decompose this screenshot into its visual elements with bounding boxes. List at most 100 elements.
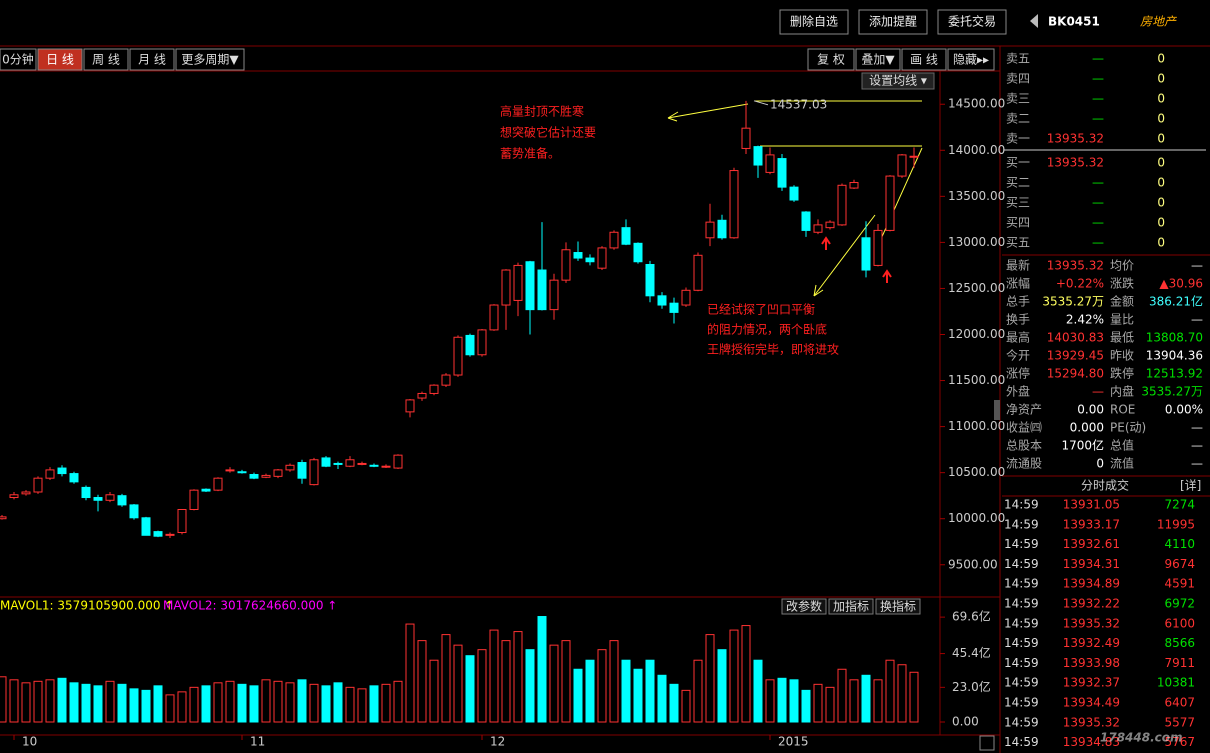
volume-bar — [213, 682, 223, 723]
ma-setting-label[interactable]: 设置均线 ▾ — [869, 74, 927, 88]
trade-time: 14:59 — [1004, 557, 1039, 571]
y-tick-label: 69.6亿 — [952, 609, 991, 624]
period-tab-label[interactable]: 日 线 — [46, 53, 74, 67]
indicator-button-label[interactable]: 换指标 — [880, 599, 916, 614]
trade-volume: 9674 — [1164, 557, 1195, 571]
candle-body — [765, 154, 775, 173]
signal-arrow — [821, 236, 831, 250]
volume-bar — [489, 629, 499, 723]
toolbar-button[interactable] — [937, 9, 1007, 35]
candle-body — [189, 489, 199, 511]
candle-body — [453, 336, 463, 376]
candle-body — [117, 495, 127, 506]
panel-toggle[interactable] — [994, 400, 1000, 420]
x-tick-label: 10 — [22, 735, 37, 749]
volume-bar — [861, 674, 871, 723]
book-volume: 0 — [1157, 112, 1165, 126]
candle-body — [597, 247, 607, 269]
candle-body — [753, 146, 763, 166]
toolbar-button-label[interactable]: 委托交易 — [948, 14, 996, 29]
quote-value: 3535.27万 — [1042, 295, 1104, 309]
toolbar-button-label[interactable]: 添加提醒 — [869, 14, 917, 29]
quote-label: 量比 — [1110, 313, 1134, 327]
period-tab-label[interactable]: 更多周期▼ — [181, 53, 239, 67]
book-label: 买二 — [1006, 176, 1030, 190]
ma-setting[interactable] — [861, 72, 935, 90]
indicator-button-label[interactable]: 加指标 — [833, 599, 869, 614]
candle-body — [153, 531, 163, 537]
volume-bar — [849, 679, 859, 723]
quote-value: — — [1191, 313, 1203, 327]
y-tick-label: 12500.00 — [948, 281, 1005, 295]
quote-value: +0.22% — [1056, 277, 1104, 291]
chart-tool-label[interactable]: 隐藏▸▸ — [953, 53, 989, 67]
trades-detail[interactable]: [详] — [1180, 478, 1201, 493]
volume-bar — [441, 634, 451, 723]
quote-label: 今开 — [1006, 348, 1030, 363]
volume-bar — [597, 649, 607, 723]
candle-body — [345, 459, 355, 467]
quote-label: 总手 — [1006, 295, 1030, 309]
quote-value: 14030.83 — [1047, 331, 1104, 345]
period-tab[interactable] — [175, 48, 245, 71]
chart-tool[interactable] — [901, 48, 947, 71]
quote-label: 换手 — [1006, 313, 1030, 327]
volume-bar — [453, 644, 463, 723]
annotation: 王牌授衔完毕，即将进攻 — [707, 342, 839, 357]
trade-price: 13932.61 — [1063, 537, 1120, 551]
quote-value: — — [1191, 439, 1203, 453]
indicator-button-label[interactable]: 改参数 — [786, 599, 822, 614]
period-tab-label[interactable]: 周 线 — [92, 53, 120, 67]
trade-volume: 7911 — [1164, 656, 1195, 670]
volume-bar — [789, 679, 799, 723]
period-tab[interactable] — [37, 48, 83, 71]
book-price: 13935.32 — [1047, 156, 1104, 170]
back-arrow[interactable] — [1030, 14, 1038, 28]
watermark: 178448.com — [1100, 731, 1183, 745]
chart-tool[interactable] — [855, 48, 901, 71]
quote-value: 13935.32 — [1047, 259, 1104, 273]
quote-label: 金额 — [1110, 294, 1134, 309]
volume-bar — [201, 685, 211, 723]
indicator-button[interactable] — [828, 598, 874, 615]
trade-price: 13934.83 — [1063, 735, 1120, 749]
candle-body — [633, 242, 643, 263]
quote-value: 3535.27万 — [1141, 385, 1203, 399]
candle-body — [681, 289, 691, 306]
chart-tool[interactable] — [807, 48, 855, 71]
volume-bar — [813, 683, 823, 723]
chart-tool-label[interactable]: 画 线 — [910, 53, 938, 67]
volume-bar — [117, 683, 127, 723]
toolbar-button-label[interactable]: 删除自选 — [790, 14, 838, 29]
candle-body — [21, 491, 31, 495]
period-tab[interactable] — [129, 48, 175, 71]
period-tab[interactable] — [83, 48, 129, 71]
indicator-button[interactable] — [781, 598, 827, 615]
quote-label: PE(动) — [1110, 421, 1146, 435]
volume-bar — [537, 616, 547, 723]
candle-body — [441, 374, 451, 386]
indicator-button[interactable] — [875, 598, 921, 615]
chart-tool-label[interactable]: 叠加▼ — [861, 53, 895, 67]
y-tick-label: 13500.00 — [948, 189, 1005, 203]
candle-body — [0, 516, 7, 520]
quote-value: 0.00% — [1165, 403, 1203, 417]
volume-bar — [633, 668, 643, 723]
candle-body — [9, 494, 19, 499]
y-tick-label: 12000.00 — [948, 327, 1005, 341]
candle-body — [261, 474, 271, 478]
book-price: — — [1092, 236, 1104, 250]
scroll-button[interactable] — [979, 735, 995, 751]
period-tab[interactable] — [0, 48, 37, 71]
volume-bar — [585, 659, 595, 723]
candle-body — [729, 170, 739, 239]
chart-tool-label[interactable]: 复 权 — [817, 53, 845, 67]
period-tab-label[interactable]: 0分钟 — [2, 52, 34, 67]
period-tab-label[interactable]: 月 线 — [138, 53, 166, 67]
book-price: — — [1092, 176, 1104, 190]
toolbar-button[interactable] — [858, 9, 928, 35]
trade-price: 13933.17 — [1063, 517, 1120, 531]
candle-body — [513, 264, 523, 301]
toolbar-button[interactable] — [779, 9, 849, 35]
chart-tool[interactable] — [947, 48, 995, 71]
